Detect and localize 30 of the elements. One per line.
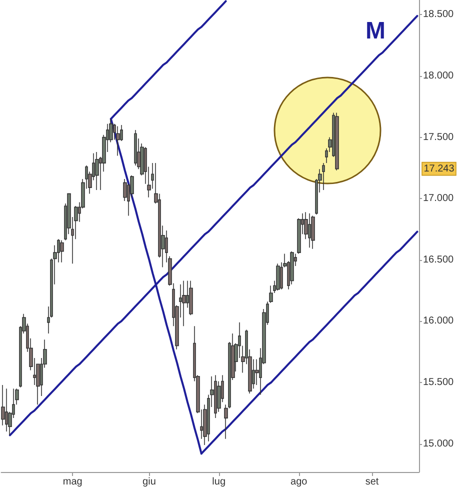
x-tick-label: mag bbox=[62, 476, 82, 488]
x-tick-label: set bbox=[365, 476, 379, 488]
y-tick-label: 16.000 bbox=[423, 316, 454, 327]
candlestick bbox=[95, 152, 99, 190]
y-tick-label: 15.500 bbox=[423, 377, 454, 388]
x-tick-label: giu bbox=[142, 476, 156, 488]
x-tick-label: ago bbox=[290, 476, 308, 488]
candlestick bbox=[116, 126, 120, 156]
candlestick bbox=[182, 280, 186, 327]
y-tick-label: 15.000 bbox=[423, 438, 454, 450]
candlestick bbox=[214, 374, 217, 418]
candlestick bbox=[189, 280, 193, 316]
candlestick bbox=[224, 404, 228, 440]
series-label: M bbox=[365, 17, 386, 44]
candlestick bbox=[297, 218, 301, 254]
candlestick bbox=[308, 212, 311, 248]
y-tick-label: 17.000 bbox=[423, 193, 454, 204]
annotation: 17.243 bbox=[424, 163, 455, 174]
x-tick-label: lug bbox=[212, 476, 226, 488]
candlestick bbox=[276, 263, 280, 291]
y-tick-label: 18.500 bbox=[423, 9, 454, 20]
candlestick bbox=[311, 215, 315, 250]
candlestick bbox=[322, 162, 325, 190]
y-tick-label: 16.500 bbox=[423, 254, 454, 266]
candlestick bbox=[5, 388, 8, 432]
candlestick bbox=[335, 112, 339, 171]
y-tick-label: 17.500 bbox=[423, 132, 454, 143]
candlestick bbox=[60, 240, 64, 263]
y-tick-label: 18.000 bbox=[423, 70, 454, 82]
candlestick bbox=[134, 130, 137, 166]
